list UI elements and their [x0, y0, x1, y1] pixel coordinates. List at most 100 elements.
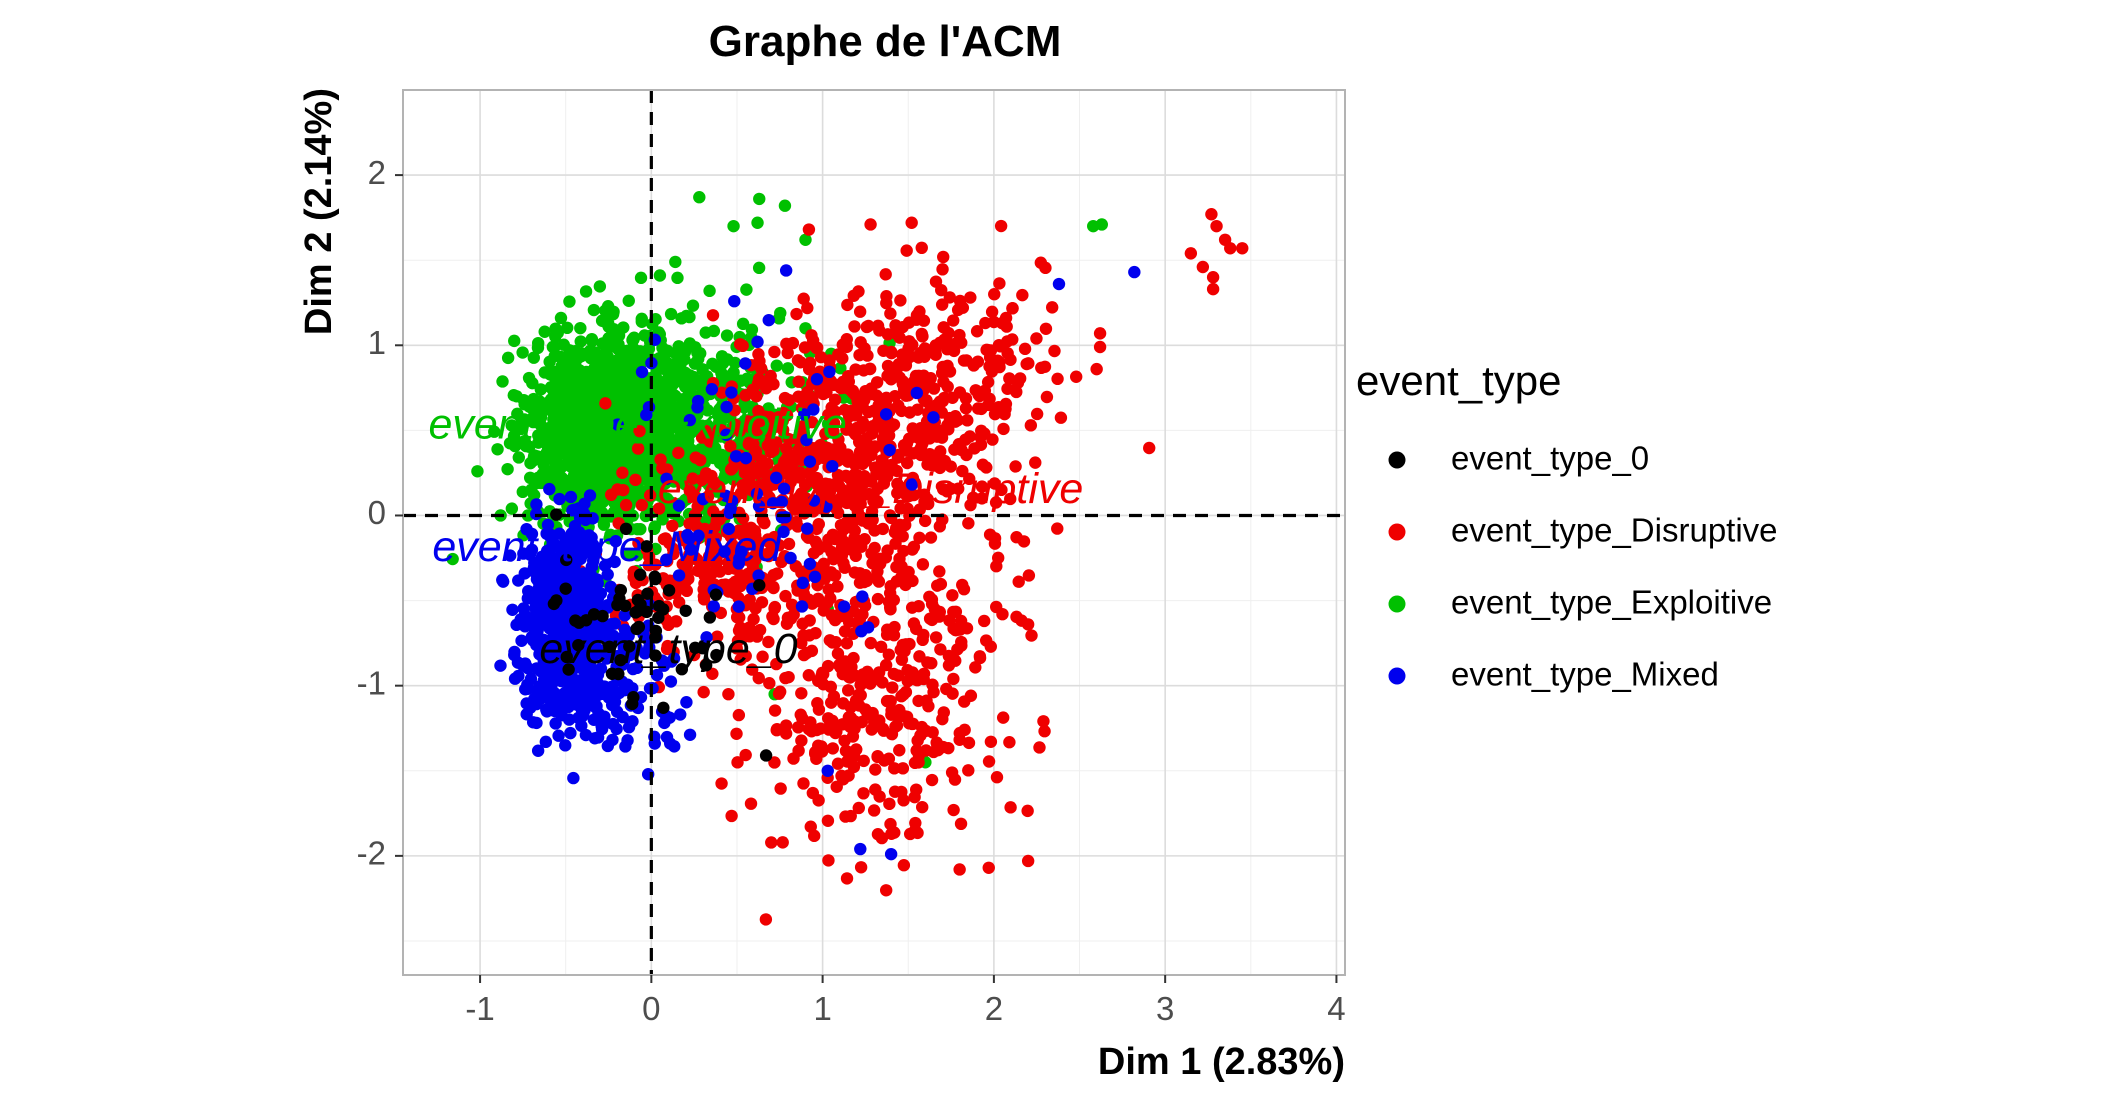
data-point [934, 643, 947, 656]
data-point [1006, 302, 1019, 315]
data-point [686, 472, 699, 485]
data-point [782, 537, 796, 551]
data-point [803, 356, 817, 370]
data-point [699, 326, 712, 339]
data-point [661, 492, 674, 506]
x-axis-title: Dim 1 (2.83%) [1098, 1041, 1345, 1083]
data-point [832, 658, 846, 672]
data-point [883, 443, 896, 457]
data-point [919, 744, 933, 757]
data-point [554, 674, 568, 688]
data-point [663, 737, 677, 750]
data-point [1009, 460, 1022, 473]
data-point [1030, 407, 1044, 421]
data-point [530, 498, 543, 511]
data-point [722, 687, 735, 701]
data-point [751, 216, 764, 229]
data-point [905, 216, 918, 229]
data-point [833, 480, 846, 493]
data-point [686, 299, 700, 312]
data-point [805, 329, 818, 342]
data-point [767, 612, 780, 626]
data-point [574, 321, 587, 335]
data-point [779, 264, 793, 277]
data-point [592, 461, 605, 475]
data-point [768, 600, 782, 614]
data-point [538, 325, 551, 338]
data-point [876, 722, 890, 736]
data-point [703, 284, 716, 298]
data-point [680, 309, 693, 323]
data-point [858, 393, 871, 407]
data-point [732, 600, 745, 613]
data-point [642, 388, 656, 401]
data-point [857, 787, 870, 800]
data-point [883, 586, 897, 600]
data-point [879, 884, 893, 897]
data-point [926, 459, 939, 472]
data-point [516, 346, 529, 359]
data-point [550, 594, 563, 607]
data-point [929, 275, 943, 288]
data-point [885, 708, 898, 721]
data-point [838, 734, 851, 747]
data-point [916, 800, 929, 814]
data-point [590, 699, 603, 713]
data-point [853, 305, 867, 318]
data-point [501, 462, 514, 476]
data-point [810, 537, 823, 550]
data-point [1051, 372, 1064, 386]
data-point [583, 489, 597, 502]
data-point [867, 442, 881, 455]
data-point [627, 488, 641, 502]
data-point [996, 607, 1009, 621]
data-point [835, 448, 849, 462]
legend-key [1388, 523, 1406, 541]
data-point [880, 290, 893, 303]
data-point [754, 376, 767, 390]
data-point [817, 604, 830, 617]
data-point [768, 704, 782, 717]
data-point [631, 380, 644, 394]
data-point [564, 442, 578, 455]
data-point [908, 824, 922, 837]
data-point [728, 294, 741, 308]
data-point [578, 455, 592, 468]
data-point [959, 402, 973, 415]
data-point [752, 671, 765, 685]
data-point [602, 369, 615, 383]
data-point [765, 836, 778, 849]
data-point [797, 587, 810, 600]
data-point [693, 191, 706, 204]
data-point [999, 397, 1013, 411]
data-point [1033, 741, 1046, 754]
data-point [884, 307, 897, 320]
data-point [1054, 411, 1068, 424]
points-layer [446, 191, 1249, 926]
data-point [674, 708, 687, 721]
data-point [553, 441, 566, 454]
data-point [865, 723, 878, 736]
data-point [801, 301, 814, 315]
data-point [907, 617, 921, 630]
data-point [809, 626, 822, 640]
data-point [946, 589, 959, 602]
data-point [881, 430, 895, 443]
data-point [611, 483, 624, 496]
data-point [797, 777, 810, 790]
data-point [526, 376, 539, 390]
data-point [814, 722, 827, 735]
data-point [917, 369, 930, 382]
data-point [821, 764, 834, 777]
data-point [1022, 569, 1036, 582]
data-point [525, 630, 538, 644]
data-point [601, 350, 614, 363]
data-point [799, 233, 812, 246]
data-point [807, 829, 821, 843]
data-point [953, 863, 966, 876]
data-point [694, 453, 707, 467]
y-tick-label: 1 [368, 324, 386, 361]
data-point [656, 603, 670, 616]
data-point [631, 549, 644, 562]
